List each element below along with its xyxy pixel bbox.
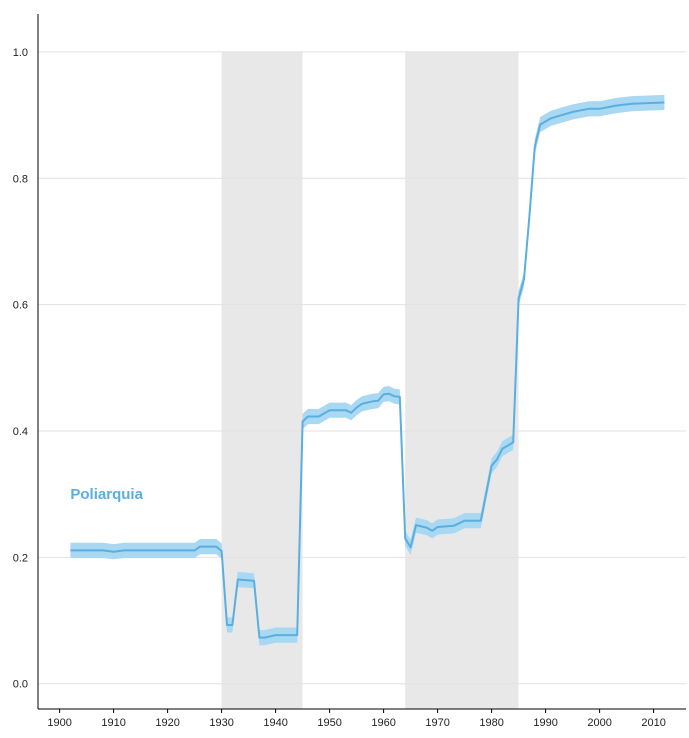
series-line-0 xyxy=(70,101,665,639)
series-label-0: Poliarquia xyxy=(70,486,143,503)
shaded-period-1 xyxy=(405,51,519,709)
x-tick-label: 2000 xyxy=(587,717,611,729)
axes xyxy=(37,14,686,713)
x-tick-label: 1970 xyxy=(425,717,449,729)
y-tick-label: 0.6 xyxy=(13,300,28,312)
x-tick-label: 1950 xyxy=(317,717,341,729)
x-tick-label: 1960 xyxy=(371,717,395,729)
x-tick-label: 1930 xyxy=(209,717,233,729)
x-tick-label: 1920 xyxy=(155,717,179,729)
x-tick-label: 1910 xyxy=(101,717,125,729)
gridlines xyxy=(38,51,686,685)
series-labels: Poliarquia xyxy=(70,486,143,503)
y-tick-label: 0.8 xyxy=(13,173,28,185)
y-tick-label: 0.0 xyxy=(13,679,28,691)
x-tick-label: 1990 xyxy=(533,717,557,729)
shaded-periods xyxy=(221,51,519,709)
confidence-band xyxy=(70,94,665,646)
confidence-band-0 xyxy=(70,94,665,646)
x-tick-label: 1900 xyxy=(47,717,71,729)
y-tick-label: 1.0 xyxy=(13,47,28,59)
series-lines xyxy=(70,101,665,639)
y-tick-label: 0.4 xyxy=(13,426,28,438)
x-tick-labels: 1900 1910 1920 1930 1940 1950 1960 1970 1980 1990… xyxy=(47,717,665,729)
x-tick-label: 1980 xyxy=(479,717,503,729)
x-tick-label: 2010 xyxy=(641,717,665,729)
x-tick-label: 1940 xyxy=(263,717,287,729)
y-tick-labels: 0.0 0.2 0.4 0.6 0.8 1.0 xyxy=(13,47,28,691)
y-tick-label: 0.2 xyxy=(13,552,28,564)
